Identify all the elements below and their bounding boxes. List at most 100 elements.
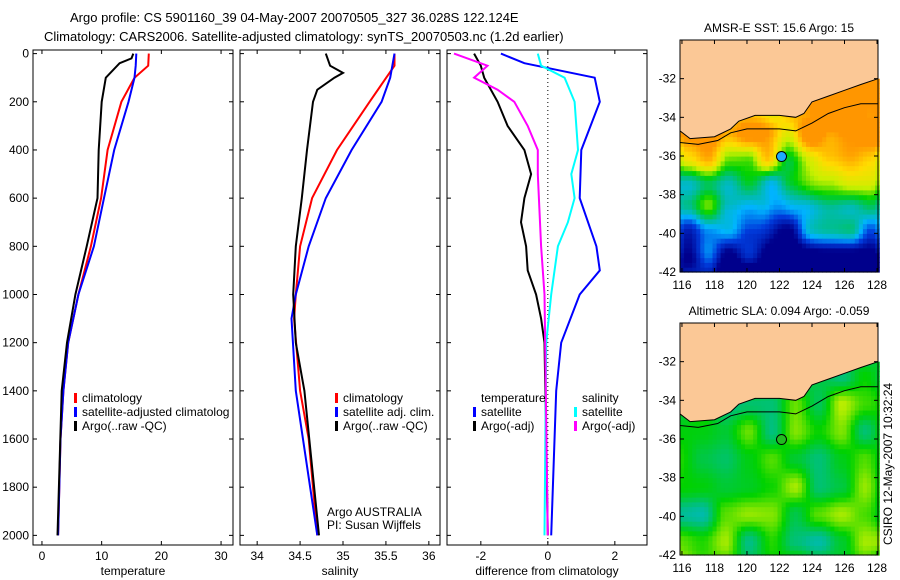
map-cell (765, 247, 770, 254)
map-cell (741, 170, 746, 176)
y-tick-label: 0 (22, 47, 29, 61)
map-cell (814, 185, 819, 191)
map-cell (842, 545, 848, 551)
map-cell (680, 530, 685, 537)
map-cell (846, 267, 852, 273)
map-cell (785, 468, 791, 474)
map-cell (850, 482, 856, 488)
map-cell (801, 472, 807, 479)
map-cell (806, 214, 811, 220)
map-cell (842, 257, 848, 263)
map-cell (704, 545, 710, 551)
map-cell (777, 414, 783, 421)
map-cell (761, 175, 766, 181)
map-cell (712, 521, 718, 527)
map-cell (736, 501, 742, 508)
map-cell (801, 257, 807, 263)
map-cell (850, 429, 856, 435)
map-cell (862, 371, 868, 377)
map-cell (801, 550, 807, 556)
map-cell (826, 112, 831, 118)
map-cell (801, 214, 807, 220)
map-cell (810, 395, 815, 401)
map-cell (680, 175, 685, 181)
map-cell (696, 233, 701, 239)
map-cell (818, 214, 823, 220)
map-cell (745, 545, 750, 551)
map-cell (810, 545, 815, 551)
map-cell (793, 204, 799, 210)
map-cell (777, 199, 783, 205)
map-cell (862, 376, 868, 382)
map-cell (806, 252, 811, 259)
map-cell (680, 511, 685, 517)
map-cell (830, 199, 836, 205)
map-cell (826, 252, 831, 259)
map-cell (822, 243, 827, 249)
map-cell (745, 472, 750, 479)
map-cell (785, 482, 791, 488)
map-cell (749, 151, 754, 157)
map-cell (700, 530, 705, 537)
map-cell (862, 185, 868, 191)
map-cell (785, 463, 791, 469)
map-cell (765, 185, 770, 191)
map-cell (822, 453, 827, 459)
map-cell (753, 136, 758, 143)
map-cell (862, 434, 868, 440)
map-cell (732, 545, 738, 551)
map-cell (814, 550, 819, 556)
map-cell (732, 199, 738, 205)
map-cell (680, 214, 685, 220)
map-cell (757, 530, 762, 537)
map-cell (822, 439, 827, 445)
map-cell (826, 189, 831, 196)
map-cell (680, 262, 685, 268)
map-cell (838, 424, 844, 430)
map-cell (712, 199, 718, 205)
map-cell (761, 233, 766, 239)
map-cell (854, 410, 860, 416)
map-cell (712, 156, 718, 162)
map-cell (834, 131, 840, 138)
map-cell (866, 267, 872, 273)
map-cell (765, 194, 770, 201)
map-cell (826, 429, 831, 435)
map-cell (749, 252, 754, 259)
map-cell (842, 88, 848, 94)
map-cell (749, 439, 754, 445)
map-cell (741, 487, 746, 493)
lon-tick-label: 116 (672, 561, 691, 575)
map-cell (720, 180, 726, 186)
map-cell (720, 526, 726, 532)
map-cell (741, 247, 746, 254)
map-cell (745, 175, 750, 181)
map-cell (814, 419, 819, 426)
map-cell (838, 414, 844, 421)
map-cell (749, 443, 754, 450)
map-cell (871, 472, 876, 479)
map-cell (842, 209, 848, 215)
map-cell (810, 410, 815, 416)
map-cell (838, 511, 844, 517)
map-cell (818, 151, 823, 157)
map-cell (712, 434, 718, 440)
map-cell (854, 146, 860, 152)
map-cell (854, 506, 860, 513)
map-cell (789, 521, 795, 527)
map-cell (822, 535, 827, 542)
map-cell (871, 151, 876, 157)
map-cell (810, 223, 815, 230)
map-cell (785, 550, 791, 556)
map-cell (801, 131, 807, 138)
map-cell (741, 136, 746, 143)
map-cell (728, 180, 734, 186)
map-cell (716, 535, 722, 542)
map-cell (712, 419, 718, 426)
map-cell (858, 414, 864, 421)
map-cell (773, 468, 779, 474)
map-cell (692, 443, 697, 450)
map-cell (789, 516, 795, 522)
map-cell (769, 410, 775, 416)
map-cell (769, 199, 775, 205)
